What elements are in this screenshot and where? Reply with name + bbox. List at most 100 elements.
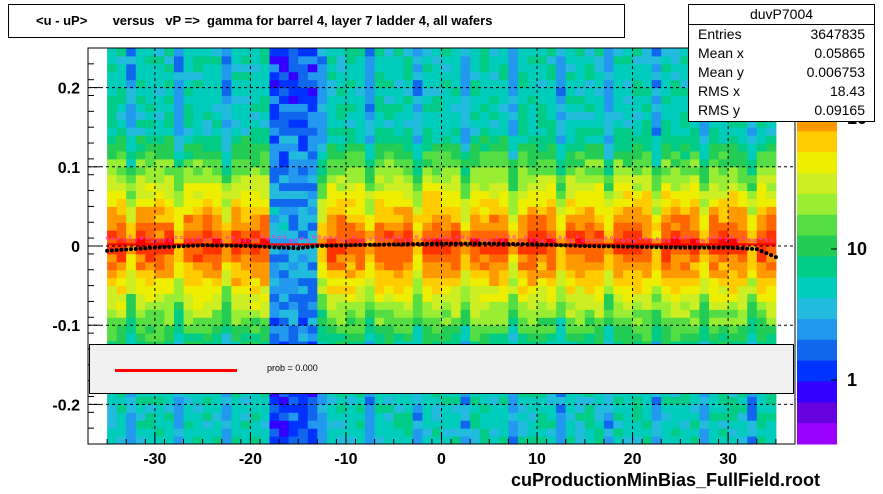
- heatmap-cell: [594, 80, 604, 88]
- heatmap-cell: [203, 151, 213, 159]
- heatmap-cell: [623, 143, 633, 151]
- heatmap-cell: [613, 88, 623, 96]
- heatmap-cell: [556, 127, 566, 135]
- heatmap-cell: [461, 412, 471, 420]
- heatmap-cell: [652, 325, 662, 333]
- heatmap-cell: [671, 175, 681, 183]
- heatmap-cell: [184, 48, 194, 56]
- heatmap-cell: [432, 64, 442, 72]
- heatmap-cell: [604, 436, 614, 444]
- heatmap-cell: [757, 404, 767, 412]
- heatmap-cell: [566, 167, 576, 175]
- heatmap-cell: [317, 325, 327, 333]
- heatmap-cell: [489, 301, 499, 309]
- heatmap-cell: [766, 333, 776, 341]
- heatmap-cell: [527, 143, 537, 151]
- heatmap-cell: [174, 428, 184, 436]
- heatmap-cell: [241, 206, 251, 214]
- heatmap-cell: [279, 262, 289, 270]
- heatmap-cell: [547, 103, 557, 111]
- heatmap-cell: [699, 151, 709, 159]
- heatmap-cell: [231, 317, 241, 325]
- profile-point: [425, 242, 429, 246]
- heatmap-cell: [308, 143, 318, 151]
- heatmap-cell: [365, 396, 375, 404]
- heatmap-cell: [231, 151, 241, 159]
- heatmap-cell: [193, 127, 203, 135]
- heatmap-cell: [537, 317, 547, 325]
- heatmap-cell: [556, 151, 566, 159]
- heatmap-cell: [623, 286, 633, 294]
- profile-point: [774, 255, 778, 259]
- heatmap-cell: [279, 159, 289, 167]
- stats-key: RMS x: [698, 82, 740, 101]
- heatmap-cell: [728, 309, 738, 317]
- heatmap-cell: [212, 111, 222, 119]
- heatmap-cell: [250, 198, 260, 206]
- heatmap-cell: [250, 159, 260, 167]
- heatmap-cell: [594, 206, 604, 214]
- profile-point: [201, 243, 205, 247]
- heatmap-cell: [289, 301, 299, 309]
- heatmap-cell: [451, 230, 461, 238]
- heatmap-cell: [633, 404, 643, 412]
- heatmap-cell: [346, 56, 356, 64]
- heatmap-cell: [623, 151, 633, 159]
- heatmap-cell: [432, 404, 442, 412]
- heatmap-cell: [747, 286, 757, 294]
- profile-point: [225, 244, 229, 248]
- heatmap-cell: [413, 396, 423, 404]
- heatmap-cell: [594, 103, 604, 111]
- heatmap-cell: [642, 222, 652, 230]
- heatmap-cell: [547, 278, 557, 286]
- heatmap-cell: [365, 119, 375, 127]
- heatmap-cell: [585, 111, 595, 119]
- heatmap-cell: [604, 396, 614, 404]
- heatmap-cell: [212, 103, 222, 111]
- heatmap-cell: [556, 317, 566, 325]
- heatmap-cell: [613, 135, 623, 143]
- heatmap-cell: [575, 428, 585, 436]
- heatmap-cell: [336, 159, 346, 167]
- profile-point: [301, 246, 305, 250]
- heatmap-cell: [203, 214, 213, 222]
- profile-point: [764, 251, 768, 255]
- heatmap-cell: [184, 309, 194, 317]
- heatmap-cell: [413, 103, 423, 111]
- heatmap-cell: [403, 309, 413, 317]
- heatmap-cell: [107, 111, 117, 119]
- heatmap-cell: [461, 278, 471, 286]
- heatmap-cell: [126, 301, 136, 309]
- profile-point: [621, 245, 625, 249]
- heatmap-cell: [652, 278, 662, 286]
- heatmap-cell: [327, 396, 337, 404]
- heatmap-cell: [547, 317, 557, 325]
- heatmap-cell: [757, 151, 767, 159]
- heatmap-cell: [442, 119, 452, 127]
- heatmap-cell: [527, 127, 537, 135]
- profile-point: [373, 243, 377, 247]
- heatmap-cell: [231, 159, 241, 167]
- heatmap-cell: [432, 309, 442, 317]
- heatmap-cell: [661, 404, 671, 412]
- heatmap-cell: [728, 151, 738, 159]
- heatmap-cell: [690, 198, 700, 206]
- heatmap-cell: [270, 222, 280, 230]
- heatmap-cell: [451, 206, 461, 214]
- heatmap-cell: [375, 286, 385, 294]
- heatmap-cell: [690, 230, 700, 238]
- heatmap-cell: [690, 183, 700, 191]
- heatmap-cell: [728, 214, 738, 222]
- heatmap-cell: [250, 294, 260, 302]
- heatmap-cell: [336, 96, 346, 104]
- heatmap-cell: [365, 262, 375, 270]
- heatmap-cell: [260, 206, 270, 214]
- heatmap-cell: [451, 412, 461, 420]
- heatmap-cell: [107, 96, 117, 104]
- heatmap-cell: [518, 317, 528, 325]
- heatmap-cell: [518, 151, 528, 159]
- heatmap-cell: [145, 96, 155, 104]
- heatmap-cell: [680, 294, 690, 302]
- heatmap-cell: [537, 436, 547, 444]
- heatmap-cell: [298, 333, 308, 341]
